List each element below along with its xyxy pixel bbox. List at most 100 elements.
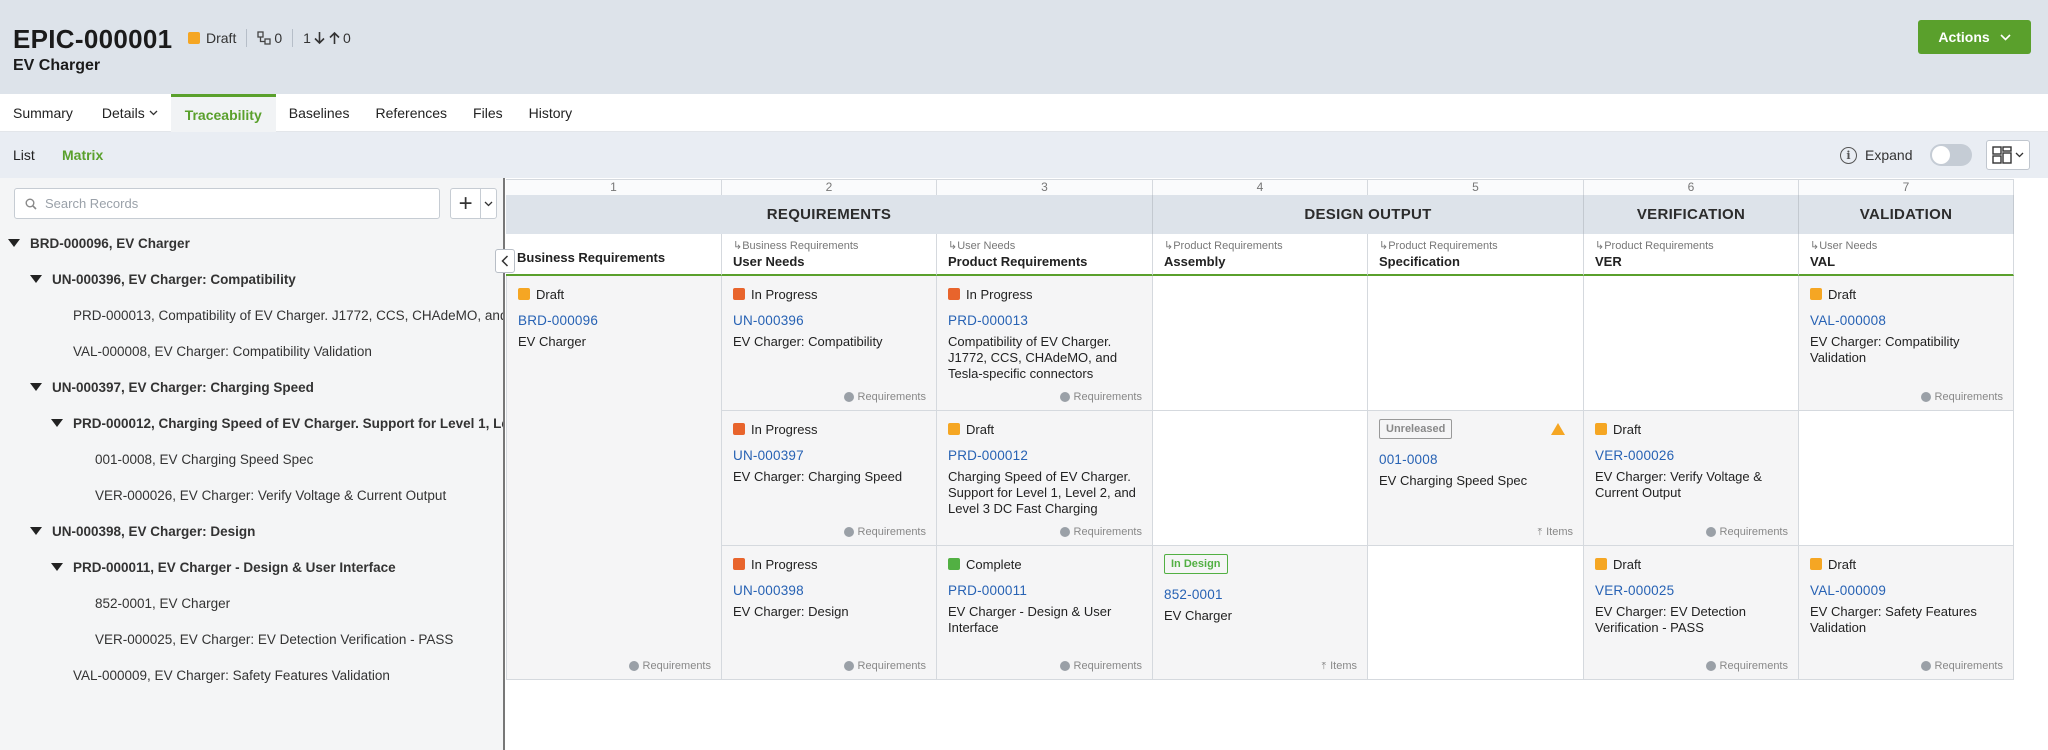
tab-files[interactable]: Files	[473, 105, 503, 121]
divider	[292, 29, 294, 47]
check-circle-icon	[1059, 527, 1070, 537]
record-link[interactable]: PRD-000011	[948, 583, 1028, 598]
tree-item[interactable]: PRD-000013, Compatibility of EV Charger.…	[73, 307, 503, 323]
matrix-cell-empty[interactable]	[1153, 411, 1368, 546]
matrix-cell[interactable]: Draft VER-000026 EV Charger: Verify Volt…	[1584, 411, 1799, 546]
record-link[interactable]: UN-000397	[733, 448, 804, 463]
caret-down-icon[interactable]	[8, 239, 20, 247]
tree-item[interactable]: UN-000398, EV Charger: Design	[30, 513, 255, 549]
subnav-matrix[interactable]: Matrix	[62, 147, 104, 163]
matrix-cell[interactable]: Draft VAL-000008 EV Charger: Compatibili…	[1799, 276, 2014, 411]
status-square-icon	[948, 558, 960, 570]
search-placeholder: Search Records	[45, 196, 139, 211]
column-header[interactable]: ↳User Needs Product Requirements	[937, 234, 1153, 276]
matrix-cell-brd[interactable]: Draft BRD-000096 EV Charger Requirements	[506, 276, 722, 680]
arrow-down-icon	[314, 31, 325, 45]
matrix-cell-empty[interactable]	[1368, 546, 1584, 680]
record-link[interactable]: VAL-000008	[1810, 313, 1887, 328]
item-type-label: Requirements	[1059, 660, 1142, 672]
matrix-cell[interactable]: In Progress UN-000397 EV Charger: Chargi…	[722, 411, 937, 546]
record-id: EPIC-000001	[13, 24, 173, 54]
tree-item[interactable]: VER-000025, EV Charger: EV Detection Ver…	[95, 631, 454, 647]
tree-item[interactable]: VAL-000009, EV Charger: Safety Features …	[73, 667, 390, 683]
tree-item[interactable]: PRD-000012, Charging Speed of EV Charger…	[51, 405, 503, 441]
expand-toggle[interactable]	[1930, 144, 1973, 166]
record-link[interactable]: VER-000026	[1595, 448, 1675, 463]
group-header-requirements: REQUIREMENTS	[506, 195, 1153, 234]
caret-down-icon[interactable]	[30, 527, 42, 535]
record-link[interactable]: PRD-000013	[948, 313, 1029, 328]
matrix-cell-empty[interactable]	[1368, 276, 1584, 411]
matrix-cell[interactable]: In Progress UN-000398 EV Charger: Design…	[722, 546, 937, 680]
column-header[interactable]: ↳Product Requirements Assembly	[1153, 234, 1368, 276]
tree-item[interactable]: VER-000026, EV Charger: Verify Voltage &…	[95, 487, 447, 503]
matrix-cell[interactable]: Draft PRD-000012 Charging Speed of EV Ch…	[937, 411, 1153, 546]
add-record-button[interactable]: +	[450, 188, 497, 219]
status-square-icon	[518, 288, 530, 300]
tab-traceability[interactable]: Traceability	[170, 94, 276, 132]
column-header[interactable]: ↳Product Requirements VER	[1584, 234, 1799, 276]
relations-count: 0	[274, 30, 283, 46]
tab-history[interactable]: History	[528, 105, 573, 121]
column-number: 7	[1799, 179, 2014, 195]
tree-item[interactable]: UN-000397, EV Charger: Charging Speed	[30, 369, 314, 405]
tree-item[interactable]: 001-0008, EV Charging Speed Spec	[95, 451, 314, 467]
tree-item[interactable]: 852-0001, EV Charger	[95, 595, 231, 611]
record-link[interactable]: VAL-000009	[1810, 583, 1887, 598]
column-header[interactable]: ↳Business Requirements User Needs	[722, 234, 937, 276]
matrix-cell[interactable]: Complete PRD-000011 EV Charger - Design …	[937, 546, 1153, 680]
record-link[interactable]: VER-000025	[1595, 583, 1675, 598]
tree-item[interactable]: UN-000396, EV Charger: Compatibility	[30, 261, 296, 297]
search-input[interactable]: Search Records	[14, 188, 440, 219]
matrix-cell-empty[interactable]	[1584, 276, 1799, 411]
info-icon[interactable]: i	[1840, 146, 1857, 164]
column-header[interactable]: ↳Product Requirements Specification	[1368, 234, 1584, 276]
search-icon	[25, 198, 37, 210]
matrix-cell[interactable]: Unreleased 001-0008 EV Charging Speed Sp…	[1368, 411, 1584, 546]
chevron-left-icon	[501, 255, 509, 267]
record-link[interactable]: PRD-000012	[948, 448, 1029, 463]
status-square-icon	[1595, 558, 1607, 570]
caret-down-icon[interactable]	[51, 563, 63, 571]
expand-label: Expand	[1865, 147, 1913, 163]
subnav-list[interactable]: List	[13, 147, 35, 163]
collapse-panel-button[interactable]	[495, 249, 515, 273]
matrix-cell-empty[interactable]	[1153, 276, 1368, 411]
chevron-down-icon	[2000, 33, 2011, 41]
record-link[interactable]: BRD-000096	[518, 313, 599, 328]
actions-button[interactable]: Actions	[1918, 20, 2031, 54]
record-name: EV Charger	[13, 57, 101, 74]
chevron-down-icon	[484, 201, 493, 206]
record-link[interactable]: 001-0008	[1379, 452, 1438, 467]
add-dropdown-button[interactable]	[480, 189, 496, 218]
matrix-cell-empty[interactable]	[1799, 411, 2014, 546]
check-circle-icon	[843, 392, 854, 402]
caret-down-icon[interactable]	[30, 275, 42, 283]
matrix-cell[interactable]: Draft VER-000025 EV Charger: EV Detectio…	[1584, 546, 1799, 680]
caret-down-icon[interactable]	[51, 419, 63, 427]
view-layout-button[interactable]	[1986, 140, 2030, 170]
item-type-label: Requirements	[1705, 660, 1788, 672]
plus-icon: +	[458, 189, 473, 217]
caret-down-icon[interactable]	[30, 383, 42, 391]
record-link[interactable]: UN-000398	[733, 583, 804, 598]
matrix-cell[interactable]: In Design 852-0001 EV Charger ⤒ Items	[1153, 546, 1368, 680]
matrix-cell[interactable]: In Progress PRD-000013 Compatibility of …	[937, 276, 1153, 411]
column-number: 4	[1153, 179, 1368, 195]
tab-summary[interactable]: Summary	[13, 105, 73, 121]
tree-item[interactable]: VAL-000008, EV Charger: Compatibility Va…	[73, 343, 372, 359]
column-number: 1	[506, 179, 722, 195]
check-circle-icon	[1920, 661, 1931, 671]
record-link[interactable]: UN-000396	[733, 313, 804, 328]
tab-references[interactable]: References	[375, 105, 448, 121]
column-header[interactable]: ↳User Needs VAL	[1799, 234, 2014, 276]
tab-details[interactable]: Details	[86, 94, 171, 132]
record-link[interactable]: 852-0001	[1164, 587, 1223, 602]
matrix-cell[interactable]: Draft VAL-000009 EV Charger: Safety Feat…	[1799, 546, 2014, 680]
tree-item[interactable]: PRD-000011, EV Charger - Design & User I…	[51, 549, 396, 585]
tree-item[interactable]: BRD-000096, EV Charger	[8, 225, 190, 261]
tab-baselines[interactable]: Baselines	[288, 105, 350, 121]
matrix-cell[interactable]: In Progress UN-000396 EV Charger: Compat…	[722, 276, 937, 411]
column-header[interactable]: Business Requirements	[506, 234, 722, 276]
column-number: 6	[1584, 179, 1799, 195]
